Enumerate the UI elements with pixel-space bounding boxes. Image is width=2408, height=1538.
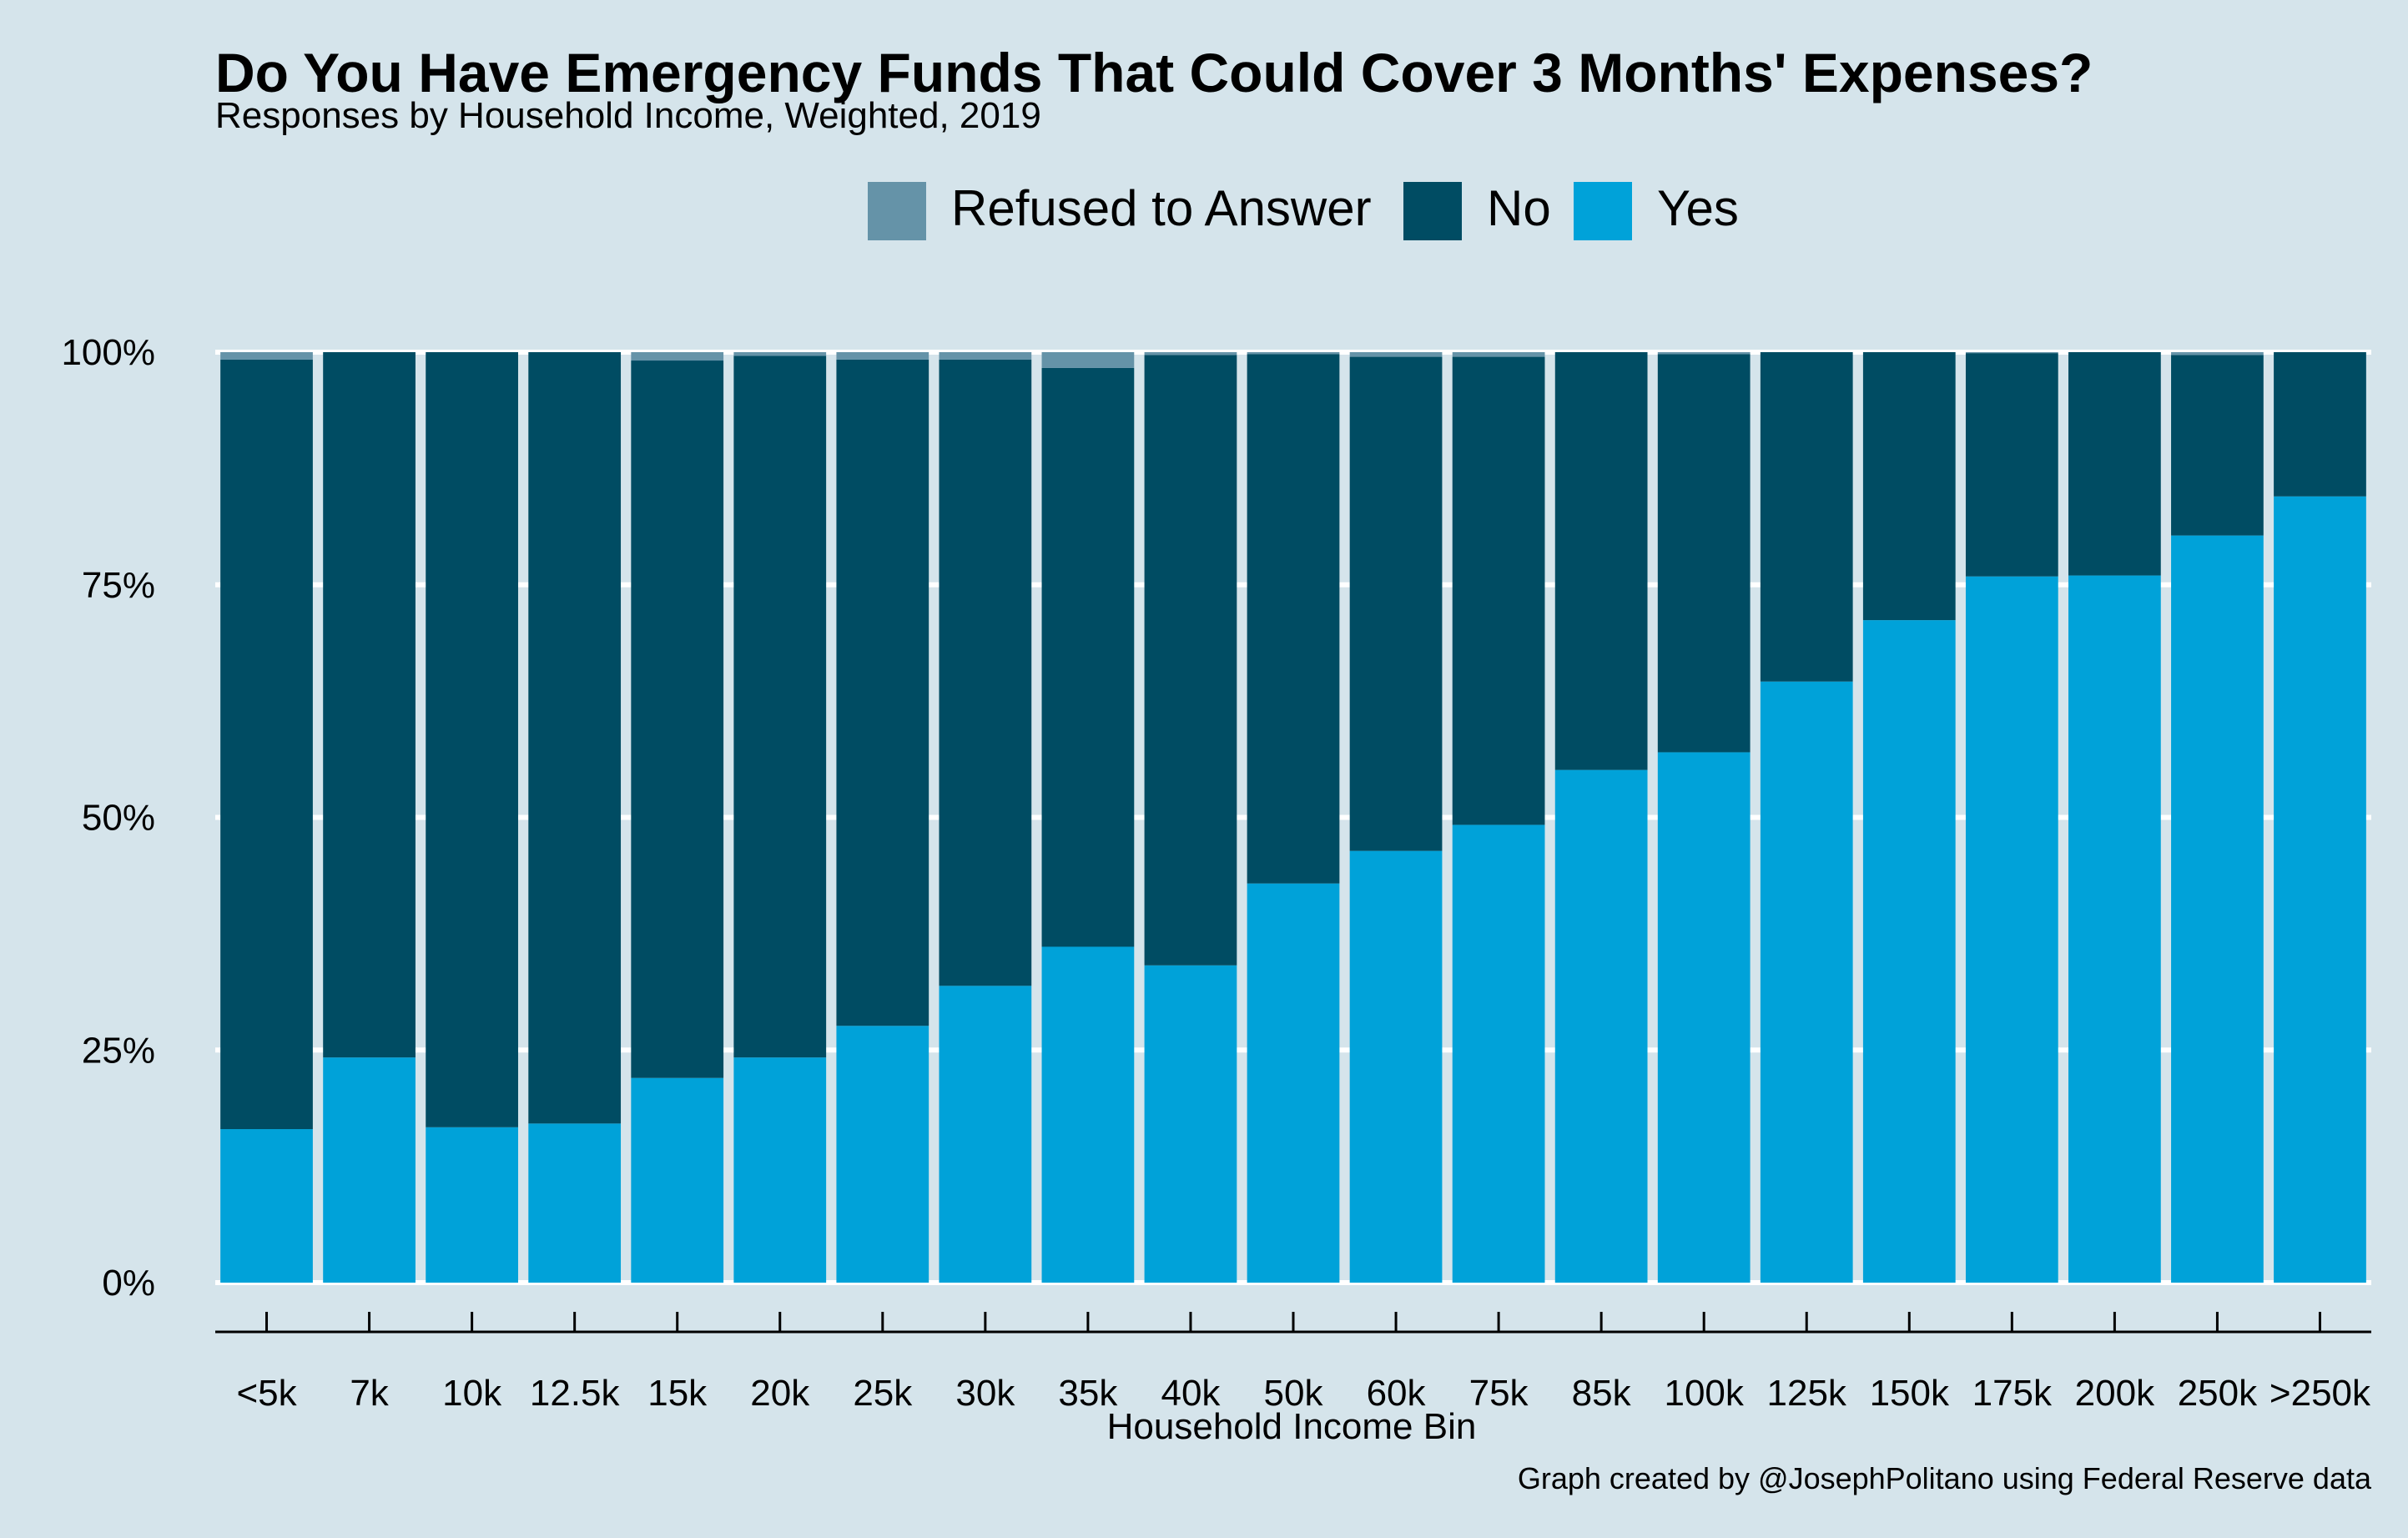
y-tick-label: 100%: [61, 332, 155, 373]
bar-yes: [528, 1123, 622, 1283]
bar-no: [1041, 367, 1135, 947]
x-tick-label: 15k: [647, 1373, 708, 1414]
bar-no: [1862, 352, 1956, 621]
bar-refused-to-answer: [836, 352, 929, 360]
bar-no: [631, 361, 724, 1078]
bar-yes: [323, 1057, 416, 1283]
bars: [220, 352, 2366, 1283]
x-tick-label: 60k: [1367, 1373, 1427, 1414]
y-tick-label: 75%: [82, 565, 155, 606]
bar-no: [323, 352, 416, 1058]
bar-refused-to-answer: [631, 352, 724, 361]
chart-title: Do You Have Emergency Funds That Could C…: [215, 42, 2093, 103]
bar-refused-to-answer: [1144, 352, 1237, 356]
bar-no: [1760, 352, 1853, 682]
bar-no: [1144, 355, 1237, 966]
y-tick-label: 25%: [82, 1030, 155, 1071]
bar-yes: [1452, 824, 1545, 1283]
legend-label: No: [1487, 180, 1551, 236]
bar-yes: [939, 986, 1032, 1283]
bar-no: [1965, 353, 2058, 577]
bar-no: [2274, 352, 2366, 497]
x-tick-label: 85k: [1572, 1373, 1632, 1414]
bar-yes: [1041, 946, 1135, 1283]
bar-no: [733, 356, 827, 1058]
x-tick-label: 7k: [350, 1373, 389, 1414]
x-tick-label: 200k: [2075, 1373, 2155, 1414]
bar-no: [528, 352, 622, 1124]
bar-no: [426, 352, 518, 1127]
bar-yes: [1657, 752, 1751, 1283]
bar-refused-to-answer: [733, 352, 827, 356]
bar-refused-to-answer: [1452, 352, 1545, 357]
legend-swatch: [1574, 182, 1632, 240]
x-tick-label: 50k: [1264, 1373, 1324, 1414]
x-tick-label: >250k: [2269, 1373, 2371, 1414]
bar-yes: [1862, 620, 1956, 1283]
bar-yes: [426, 1127, 518, 1283]
bar-yes: [2274, 496, 2366, 1283]
chart-subtitle: Responses by Household Income, Weighted,…: [215, 95, 1041, 136]
x-axis: <5k 7k 10k 12.5k 15k 20k 25k 30k 35k 40k 50k 60k 75k…: [215, 1312, 2371, 1414]
x-tick-label: 75k: [1469, 1373, 1529, 1414]
legend-label: Yes: [1657, 180, 1739, 236]
bar-no: [1657, 354, 1751, 753]
bar-yes: [733, 1057, 827, 1283]
bar-yes: [220, 1129, 313, 1283]
x-tick-label: 12.5k: [530, 1373, 621, 1414]
x-tick-label: 40k: [1161, 1373, 1221, 1414]
x-tick-label: 175k: [1972, 1373, 2053, 1414]
bar-no: [1349, 356, 1443, 851]
x-tick-label: 25k: [853, 1373, 913, 1414]
bar-yes: [1247, 883, 1340, 1283]
x-tick-label: 35k: [1058, 1373, 1118, 1414]
bar-yes: [1554, 769, 1648, 1283]
bar-refused-to-answer: [939, 352, 1032, 360]
bar-no: [1452, 356, 1545, 825]
bar-no: [939, 359, 1032, 986]
bar-refused-to-answer: [1247, 352, 1340, 355]
bar-no: [220, 359, 313, 1130]
bar-yes: [1965, 576, 2058, 1283]
y-tick-label: 0%: [102, 1263, 155, 1304]
bar-yes: [1144, 965, 1237, 1283]
bar-yes: [2068, 575, 2161, 1283]
bar-refused-to-answer: [2171, 352, 2264, 356]
bar-yes: [836, 1026, 929, 1283]
bar-refused-to-answer: [1965, 352, 2058, 354]
bar-yes: [631, 1077, 724, 1283]
bar-refused-to-answer: [1657, 352, 1751, 355]
legend-swatch: [1403, 182, 1462, 240]
bar-refused-to-answer: [1349, 352, 1443, 357]
bar-yes: [1760, 681, 1853, 1283]
bar-no: [836, 359, 929, 1026]
y-tick-label: 50%: [82, 798, 155, 839]
bar-no: [2171, 355, 2264, 536]
x-axis-label: Household Income Bin: [1107, 1406, 1477, 1447]
bar-yes: [1349, 850, 1443, 1283]
y-axis: 0% 25% 50% 75% 100%: [61, 332, 155, 1304]
x-tick-label: <5k: [236, 1373, 297, 1414]
bar-no: [1247, 354, 1340, 884]
x-tick-label: 100k: [1664, 1373, 1744, 1414]
caption: Graph created by @JosephPolitano using F…: [1518, 1461, 2372, 1495]
x-tick-label: 250k: [2178, 1373, 2258, 1414]
bar-refused-to-answer: [220, 352, 313, 360]
x-tick-label: 30k: [955, 1373, 1015, 1414]
bar-yes: [2171, 535, 2264, 1283]
bar-no: [2068, 352, 2161, 576]
legend-swatch: [868, 182, 926, 240]
x-tick-label: 10k: [442, 1373, 502, 1414]
x-tick-label: 125k: [1767, 1373, 1847, 1414]
bar-no: [1554, 352, 1648, 770]
x-tick-label: 150k: [1870, 1373, 1950, 1414]
bar-refused-to-answer: [1041, 352, 1135, 368]
legend: Refused to Answer No Yes: [868, 180, 1739, 240]
legend-label: Refused to Answer: [951, 180, 1372, 236]
x-tick-label: 20k: [750, 1373, 810, 1414]
